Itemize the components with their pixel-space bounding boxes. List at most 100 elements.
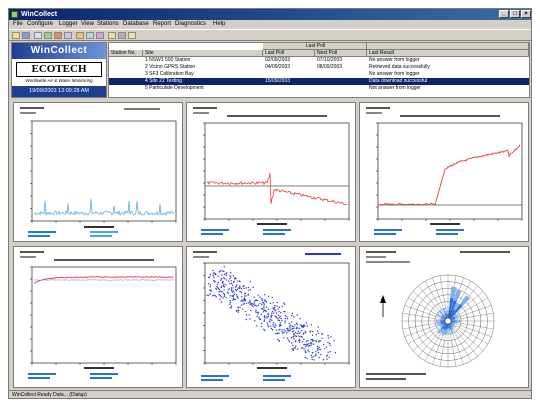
menu-database[interactable]: Database (123, 21, 149, 27)
scatter-point (223, 266, 225, 268)
rose-petal (447, 328, 449, 333)
table-row[interactable]: 5 Particulate Development Not answer fro… (109, 85, 529, 92)
scatter-point (263, 328, 265, 330)
scatter-point (319, 340, 322, 342)
menu-file[interactable]: File (13, 21, 23, 27)
menu-report[interactable]: Report (153, 21, 172, 27)
scatter-point (235, 290, 238, 292)
report-icon[interactable] (96, 32, 104, 39)
legend-mark (201, 379, 223, 381)
scatter-point (266, 316, 268, 318)
graph-header-mark (124, 108, 160, 110)
save-icon[interactable] (22, 32, 30, 39)
scatter-point (264, 315, 266, 317)
disconnect-icon[interactable] (54, 32, 62, 39)
scatter-point (239, 306, 241, 309)
scatter-point (271, 329, 274, 331)
scatter-point (221, 291, 223, 293)
rose-petal (449, 325, 452, 330)
column-last-result[interactable]: Last Result (367, 50, 529, 57)
graph-header-mark (193, 256, 209, 258)
help-icon[interactable] (128, 32, 136, 39)
table-row-selected[interactable]: 4 Site 22 Testing 15/09/2003 Data downlo… (109, 78, 529, 85)
scatter-point (277, 308, 279, 310)
table-row[interactable]: 3 SF3 Calibration Bay No answer from log… (109, 71, 529, 78)
minimize-icon[interactable]: _ (499, 10, 509, 18)
scatter-point (311, 356, 313, 358)
settings-icon[interactable] (118, 32, 126, 39)
scatter-point (269, 325, 272, 327)
scatter-point (315, 340, 317, 342)
scatter-point (212, 295, 214, 297)
folder-icon[interactable] (108, 32, 116, 39)
chart-icon[interactable] (76, 32, 84, 39)
scatter-point (294, 324, 296, 326)
scatter-point (226, 272, 228, 274)
scatter-point (243, 297, 245, 299)
title-bar[interactable]: WinCollect _ □ × (9, 9, 531, 20)
scatter-point (291, 342, 293, 344)
scatter-point (309, 342, 311, 344)
graph-icon[interactable] (86, 32, 94, 39)
graph-header-mark (460, 251, 510, 253)
table-row[interactable]: 2 Vicino GPRS Station 04/09/2003 08/09/2… (109, 64, 529, 71)
scatter-point (254, 320, 256, 322)
cell-next-poll (315, 71, 367, 78)
scatter-point (289, 329, 291, 331)
scatter-point (273, 325, 275, 327)
connect-icon[interactable] (44, 32, 52, 39)
rose-petal (452, 324, 456, 328)
column-next-poll[interactable]: Next Poll (315, 50, 367, 57)
column-station-no[interactable]: Station No. (109, 50, 143, 57)
graph-panel-3[interactable] (359, 102, 529, 242)
scatter-point (213, 280, 215, 282)
scatter-point (225, 274, 227, 277)
scatter-point (327, 341, 329, 344)
close-icon[interactable]: × (521, 10, 531, 18)
scatter-point (245, 314, 248, 316)
graph-panel-2[interactable] (186, 102, 356, 242)
time-series-graph (366, 107, 523, 235)
scatter-point (229, 303, 231, 305)
graph-header-mark (20, 112, 36, 114)
scatter-point (256, 325, 258, 327)
menu-logger[interactable]: Logger (59, 21, 78, 27)
scatter-point (232, 290, 234, 292)
scatter-graph (193, 251, 350, 381)
menu-help[interactable]: Help (213, 21, 226, 27)
column-site[interactable]: Site (143, 50, 263, 57)
graph-panel-4[interactable] (13, 246, 183, 388)
scatter-point (290, 337, 292, 339)
scatter-point (209, 293, 211, 295)
scatter-point (229, 307, 231, 309)
menu-diagnostics[interactable]: Diagnostics (175, 21, 207, 27)
scatter-point (283, 311, 285, 313)
menu-view[interactable]: View (81, 21, 94, 27)
phone-icon[interactable] (64, 32, 72, 39)
graph-panel-5[interactable] (186, 246, 356, 388)
graph-header-mark (54, 259, 154, 261)
graph-panel-1[interactable] (13, 102, 183, 242)
scatter-point (286, 337, 289, 339)
rose-petal (453, 289, 462, 302)
scatter-point (247, 286, 250, 289)
print-icon[interactable] (34, 32, 42, 39)
scatter-point (269, 318, 271, 321)
menu-stations[interactable]: Stations (97, 21, 119, 27)
menu-configure[interactable]: Configure (27, 21, 54, 27)
open-icon[interactable] (12, 32, 20, 39)
current-datetime: 19/09/2003 13:09:28 AM (12, 86, 106, 97)
graph-panel-6[interactable] (359, 246, 529, 388)
column-last-poll[interactable]: Last Poll (263, 50, 315, 57)
scatter-point (221, 277, 223, 280)
rose-petal (442, 324, 446, 330)
table-row[interactable]: 1 NSW1 500 Station 02/09/2003 07/10/2003… (109, 57, 529, 64)
scatter-point (283, 331, 285, 333)
rose-petal (442, 308, 446, 314)
scatter-point (282, 332, 284, 334)
scatter-point (289, 327, 291, 329)
ecotech-tagline: Worldwide Air & Water Monitoring (25, 78, 93, 83)
maximize-icon[interactable]: □ (510, 10, 520, 18)
scatter-point (304, 350, 306, 352)
scatter-point (229, 282, 231, 285)
